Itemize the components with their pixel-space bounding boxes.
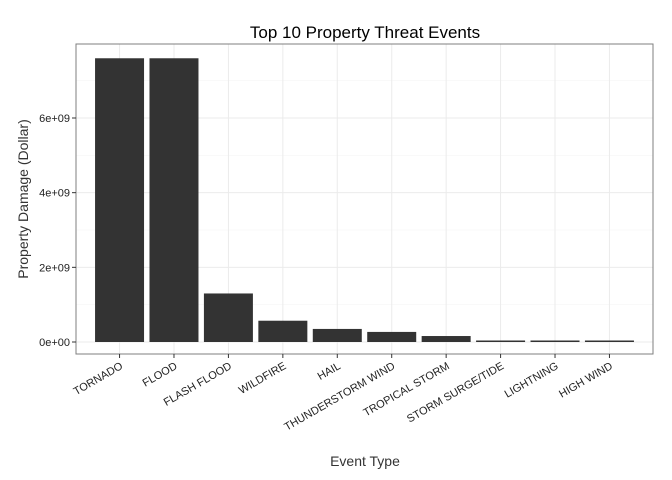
x-tick-label: HIGH WIND [557,360,615,400]
y-tick-label: 4e+09 [39,188,70,200]
chart-title: Top 10 Property Threat Events [250,23,480,42]
panel-border [75,43,654,355]
bar [367,331,417,342]
x-tick-label: TORNADO [72,360,126,398]
x-axis-title: Event Type [330,453,400,469]
x-tick-label: HAIL [316,360,343,383]
x-tick-label: STORM SURGE/TIDE [405,360,506,425]
x-tick-label: WILDFIRE [237,360,289,397]
bars [95,58,634,343]
x-tick-label: FLOOD [141,360,180,389]
y-axis: 0e+00 2e+09 4e+09 6e+09 [39,113,76,349]
bar [149,58,199,343]
bar [312,328,362,342]
bar [95,58,145,343]
y-axis-title: Property Damage (Dollar) [15,119,31,279]
y-tick-label: 6e+09 [39,113,70,125]
bar [421,336,471,342]
bar [258,320,308,342]
y-tick-label: 0e+00 [39,337,70,349]
bar [530,340,580,342]
y-tick-label: 2e+09 [39,262,70,274]
x-tick-label: LIGHTNING [503,360,561,400]
bar [584,340,634,342]
bar [476,340,526,342]
bar [203,293,253,342]
